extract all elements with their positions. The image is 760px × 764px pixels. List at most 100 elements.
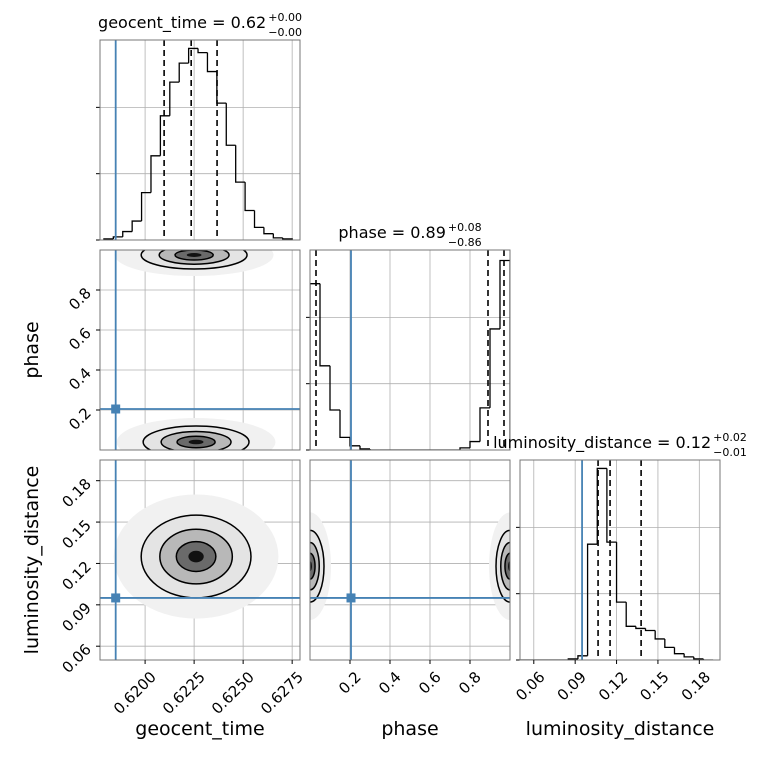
panel-title: phase = 0.89	[338, 223, 445, 242]
x-tick-label: 0.8	[455, 668, 485, 698]
y-tick-label: 0.6	[65, 324, 95, 354]
x-tick-label: 0.06	[512, 668, 548, 704]
histogram-bar	[244, 182, 255, 212]
title-upper-error: +0.02	[713, 431, 747, 444]
histogram-bar	[187, 47, 199, 64]
histogram-bar	[479, 407, 490, 442]
histogram-bar	[131, 220, 142, 232]
histogram-bar	[644, 628, 656, 632]
histogram-bar	[206, 52, 217, 73]
x-tick-label: 0.6275	[257, 668, 307, 718]
histogram-bar	[216, 71, 227, 104]
panel-frame	[99, 459, 301, 661]
histogram-bar	[625, 602, 636, 627]
density-contour	[188, 439, 204, 445]
histogram-bar	[319, 283, 330, 367]
density-contour	[188, 550, 204, 563]
histogram-bar	[272, 233, 283, 239]
histogram-bar	[253, 210, 264, 229]
x-axis-label: luminosity_distance	[526, 718, 715, 740]
panel-frame	[99, 39, 301, 241]
histogram-bar	[150, 155, 161, 193]
histogram-bar	[282, 237, 293, 240]
histogram-bar	[586, 543, 598, 656]
truth-marker	[111, 404, 121, 414]
histogram-bar	[577, 655, 588, 659]
histogram-bar	[489, 328, 500, 408]
x-tick-label: 0.6	[415, 668, 445, 698]
histogram-bar	[359, 445, 370, 450]
panel-title: geocent_time = 0.62	[98, 13, 266, 33]
x-tick-label: 0.2	[335, 668, 365, 698]
panel-frame	[309, 459, 511, 661]
histogram-bar	[654, 630, 665, 640]
x-tick-label: 0.18	[678, 668, 714, 704]
panel-plot-area	[520, 460, 720, 660]
panel-plot-area	[310, 250, 510, 450]
x-tick-label: 0.15	[636, 668, 672, 704]
histogram-bar	[673, 647, 685, 655]
histogram-bar	[263, 227, 274, 235]
truth-marker	[346, 593, 356, 603]
y-tick-label: 0.8	[65, 284, 95, 314]
x-tick-label: 0.4	[375, 668, 405, 698]
histogram-bar	[169, 81, 180, 116]
title-lower-error: −0.00	[268, 26, 302, 39]
histogram-bar	[469, 440, 480, 448]
histogram-bar	[596, 467, 607, 545]
y-axis-label: phase	[21, 321, 43, 378]
histogram-bar	[159, 115, 170, 156]
histogram-bar	[693, 656, 704, 660]
panel-plot-area	[100, 250, 300, 450]
density-contour	[186, 253, 202, 257]
histogram-bar	[615, 542, 627, 603]
y-tick-label: 0.2	[65, 404, 95, 434]
histogram-bar	[459, 447, 470, 450]
x-tick-label: 0.6200	[110, 668, 160, 718]
title-lower-error: −0.86	[448, 236, 482, 249]
histogram-bar	[235, 145, 246, 183]
panel-title: luminosity_distance = 0.12	[493, 433, 711, 453]
title-lower-error: −0.01	[713, 446, 747, 459]
title-upper-error: +0.00	[268, 11, 302, 24]
histogram-bar	[664, 638, 675, 649]
histogram-bar	[339, 410, 350, 439]
histogram-bar	[310, 283, 320, 450]
panel-plot-area	[100, 460, 300, 660]
histogram-bar	[112, 236, 123, 239]
y-tick-label: 0.4	[65, 364, 95, 394]
x-axis-label: phase	[381, 718, 438, 740]
y-axis-label: luminosity_distance	[21, 466, 43, 655]
panel-frame	[309, 249, 511, 451]
y-tick-label: 0.15	[58, 516, 94, 552]
histogram-bar	[683, 653, 694, 658]
histogram-bar	[197, 48, 208, 54]
histogram-bar	[349, 437, 360, 447]
title-upper-error: +0.08	[448, 221, 482, 234]
histogram-bar	[702, 658, 714, 660]
x-axis-label: geocent_time	[135, 718, 264, 740]
histogram-bar	[329, 365, 340, 411]
histogram-bar	[606, 468, 617, 543]
y-tick-label: 0.18	[58, 475, 94, 511]
y-tick-label: 0.06	[58, 640, 94, 676]
histogram-bar	[499, 259, 510, 450]
x-tick-label: 0.6250	[208, 668, 258, 718]
histogram-bar	[178, 62, 189, 83]
histogram-bar	[635, 626, 646, 630]
histogram-bar	[225, 103, 236, 146]
y-tick-label: 0.12	[58, 558, 94, 594]
x-tick-label: 0.6225	[159, 668, 209, 718]
y-tick-label: 0.09	[58, 599, 94, 635]
panel-plot-area	[100, 40, 300, 240]
x-tick-label: 0.12	[595, 668, 631, 704]
panel-frame	[519, 459, 721, 661]
histogram-bar	[122, 230, 133, 237]
density-contour	[310, 552, 316, 580]
panel-plot-area	[310, 460, 510, 660]
histogram-bar	[369, 448, 380, 450]
histogram-bar	[140, 191, 151, 222]
x-tick-label: 0.09	[554, 668, 590, 704]
truth-marker	[111, 593, 121, 603]
